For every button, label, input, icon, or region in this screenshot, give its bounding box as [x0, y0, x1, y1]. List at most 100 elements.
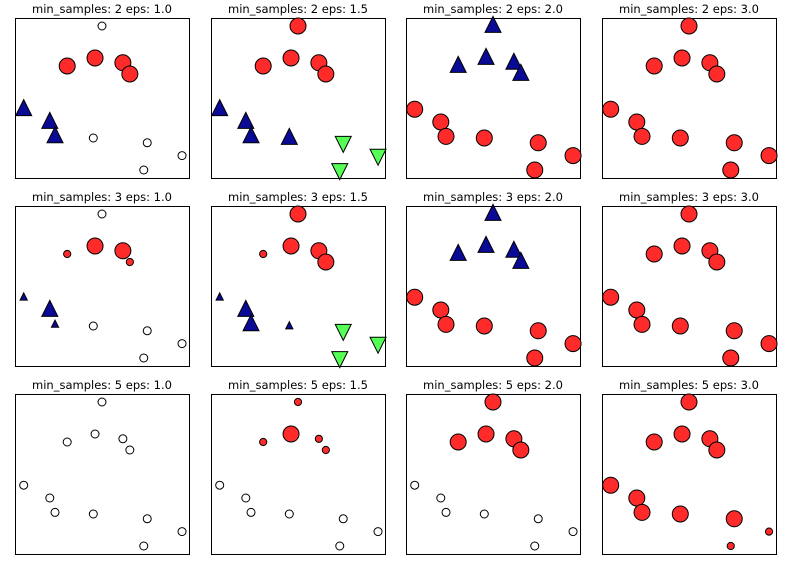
cluster-1-core-point [484, 15, 502, 33]
cluster-0-core-point [282, 237, 300, 255]
cluster-0-border-point [63, 249, 72, 259]
noise-point [410, 480, 420, 490]
noise-point [88, 321, 98, 331]
panel-title: min_samples: 2 eps: 1.0 [32, 2, 172, 16]
cluster-0-core-point [725, 322, 743, 340]
cluster-0-border-point [259, 437, 268, 447]
cluster-1-core-point [242, 125, 260, 144]
cluster-0-core-point [633, 127, 651, 145]
noise-point [45, 493, 55, 503]
cluster-0-core-point [602, 288, 620, 306]
cluster-0-border-point [125, 257, 134, 267]
panel-3: min_samples: 2 eps: 2.0 [406, 2, 582, 179]
noise-point [284, 509, 294, 519]
panel-title: min_samples: 3 eps: 3.0 [619, 190, 759, 204]
cluster-0-core-point [602, 100, 620, 118]
cluster-1-border-point [284, 320, 294, 330]
panel-title: min_samples: 5 eps: 1.5 [228, 378, 368, 392]
cluster-2-core-point [334, 323, 353, 342]
cluster-0-core-point [289, 17, 307, 35]
cluster-2-core-point [334, 135, 353, 154]
cluster-0-core-point [317, 253, 335, 271]
cluster-0-core-point [633, 315, 651, 333]
cluster-0-core-point [484, 393, 502, 411]
cluster-0-core-point [760, 147, 778, 165]
cluster-0-core-point [432, 113, 450, 131]
cluster-0-core-point [680, 17, 698, 35]
cluster-0-core-point [671, 129, 689, 147]
axes-frame [15, 394, 190, 555]
cluster-1-core-point [484, 203, 502, 221]
cluster-0-core-point [58, 57, 76, 75]
cluster-0-core-point [680, 393, 698, 411]
cluster-1-core-point [280, 127, 299, 145]
cluster-1-core-point [242, 313, 260, 332]
noise-point [441, 507, 451, 517]
axes-frame [211, 18, 386, 179]
cluster-2-core-point [330, 351, 349, 369]
cluster-0-core-point [564, 335, 582, 353]
cluster-0-core-point [673, 237, 691, 255]
cluster-0-core-point [680, 205, 698, 223]
cluster-0-core-point [449, 433, 467, 451]
axes-frame [406, 206, 581, 367]
cluster-0-core-point [645, 433, 663, 451]
cluster-1-border-point [19, 291, 29, 301]
cluster-0-core-point [760, 335, 778, 353]
noise-point [97, 21, 107, 31]
noise-point [177, 527, 187, 537]
panel-title: min_samples: 3 eps: 1.5 [228, 190, 368, 204]
panel-12: min_samples: 5 eps: 3.0 [602, 378, 777, 555]
cluster-0-core-point [437, 315, 455, 333]
cluster-0-core-point [526, 161, 544, 179]
cluster-0-core-point [282, 49, 300, 67]
cluster-1-core-point [40, 111, 59, 129]
panel-2: min_samples: 2 eps: 1.5 [210, 2, 387, 181]
cluster-1-core-point [449, 243, 468, 261]
axes-frame [406, 18, 581, 179]
cluster-0-core-point [289, 205, 307, 223]
cluster-0-core-point [564, 147, 582, 165]
panel-title: min_samples: 5 eps: 3.0 [619, 378, 759, 392]
noise-point [373, 527, 383, 537]
panel-5: min_samples: 3 eps: 1.0 [15, 190, 190, 367]
panel-title: min_samples: 5 eps: 2.0 [423, 378, 563, 392]
cluster-1-core-point [505, 240, 523, 258]
cluster-0-core-point [708, 441, 726, 459]
noise-point [125, 445, 135, 455]
noise-point [246, 507, 256, 517]
panel-1: min_samples: 2 eps: 1.0 [14, 2, 190, 179]
panel-title: min_samples: 2 eps: 3.0 [619, 2, 759, 16]
cluster-0-border-point [314, 434, 323, 443]
noise-point [436, 493, 446, 503]
cluster-0-core-point [722, 349, 740, 367]
cluster-0-core-point [645, 57, 663, 75]
cluster-2-core-point [369, 336, 387, 355]
noise-point [533, 514, 543, 524]
cluster-0-core-point [725, 134, 743, 152]
cluster-1-core-point [512, 251, 530, 269]
cluster-0-core-point [725, 510, 743, 528]
panel-11: min_samples: 5 eps: 2.0 [406, 378, 581, 555]
cluster-0-core-point [602, 476, 620, 494]
noise-point [88, 133, 98, 143]
cluster-0-border-point [764, 527, 774, 536]
axes-frame [602, 18, 777, 179]
cluster-0-core-point [282, 425, 300, 443]
cluster-0-core-point [437, 127, 455, 145]
cluster-0-core-point [86, 237, 104, 255]
cluster-0-core-point [477, 425, 495, 443]
panel-4: min_samples: 2 eps: 3.0 [602, 2, 778, 179]
cluster-1-core-point [477, 235, 495, 253]
noise-point [50, 507, 60, 517]
axes-frame [211, 394, 386, 555]
cluster-1-core-point [210, 98, 229, 117]
noise-point [177, 151, 187, 161]
noise-point [338, 514, 348, 524]
cluster-0-core-point [114, 242, 132, 260]
panel-title: min_samples: 3 eps: 1.0 [32, 190, 172, 204]
cluster-0-core-point [673, 425, 691, 443]
panel-title: min_samples: 5 eps: 1.0 [32, 378, 172, 392]
panel-title: min_samples: 3 eps: 2.0 [423, 190, 563, 204]
axes-frame [211, 206, 386, 367]
